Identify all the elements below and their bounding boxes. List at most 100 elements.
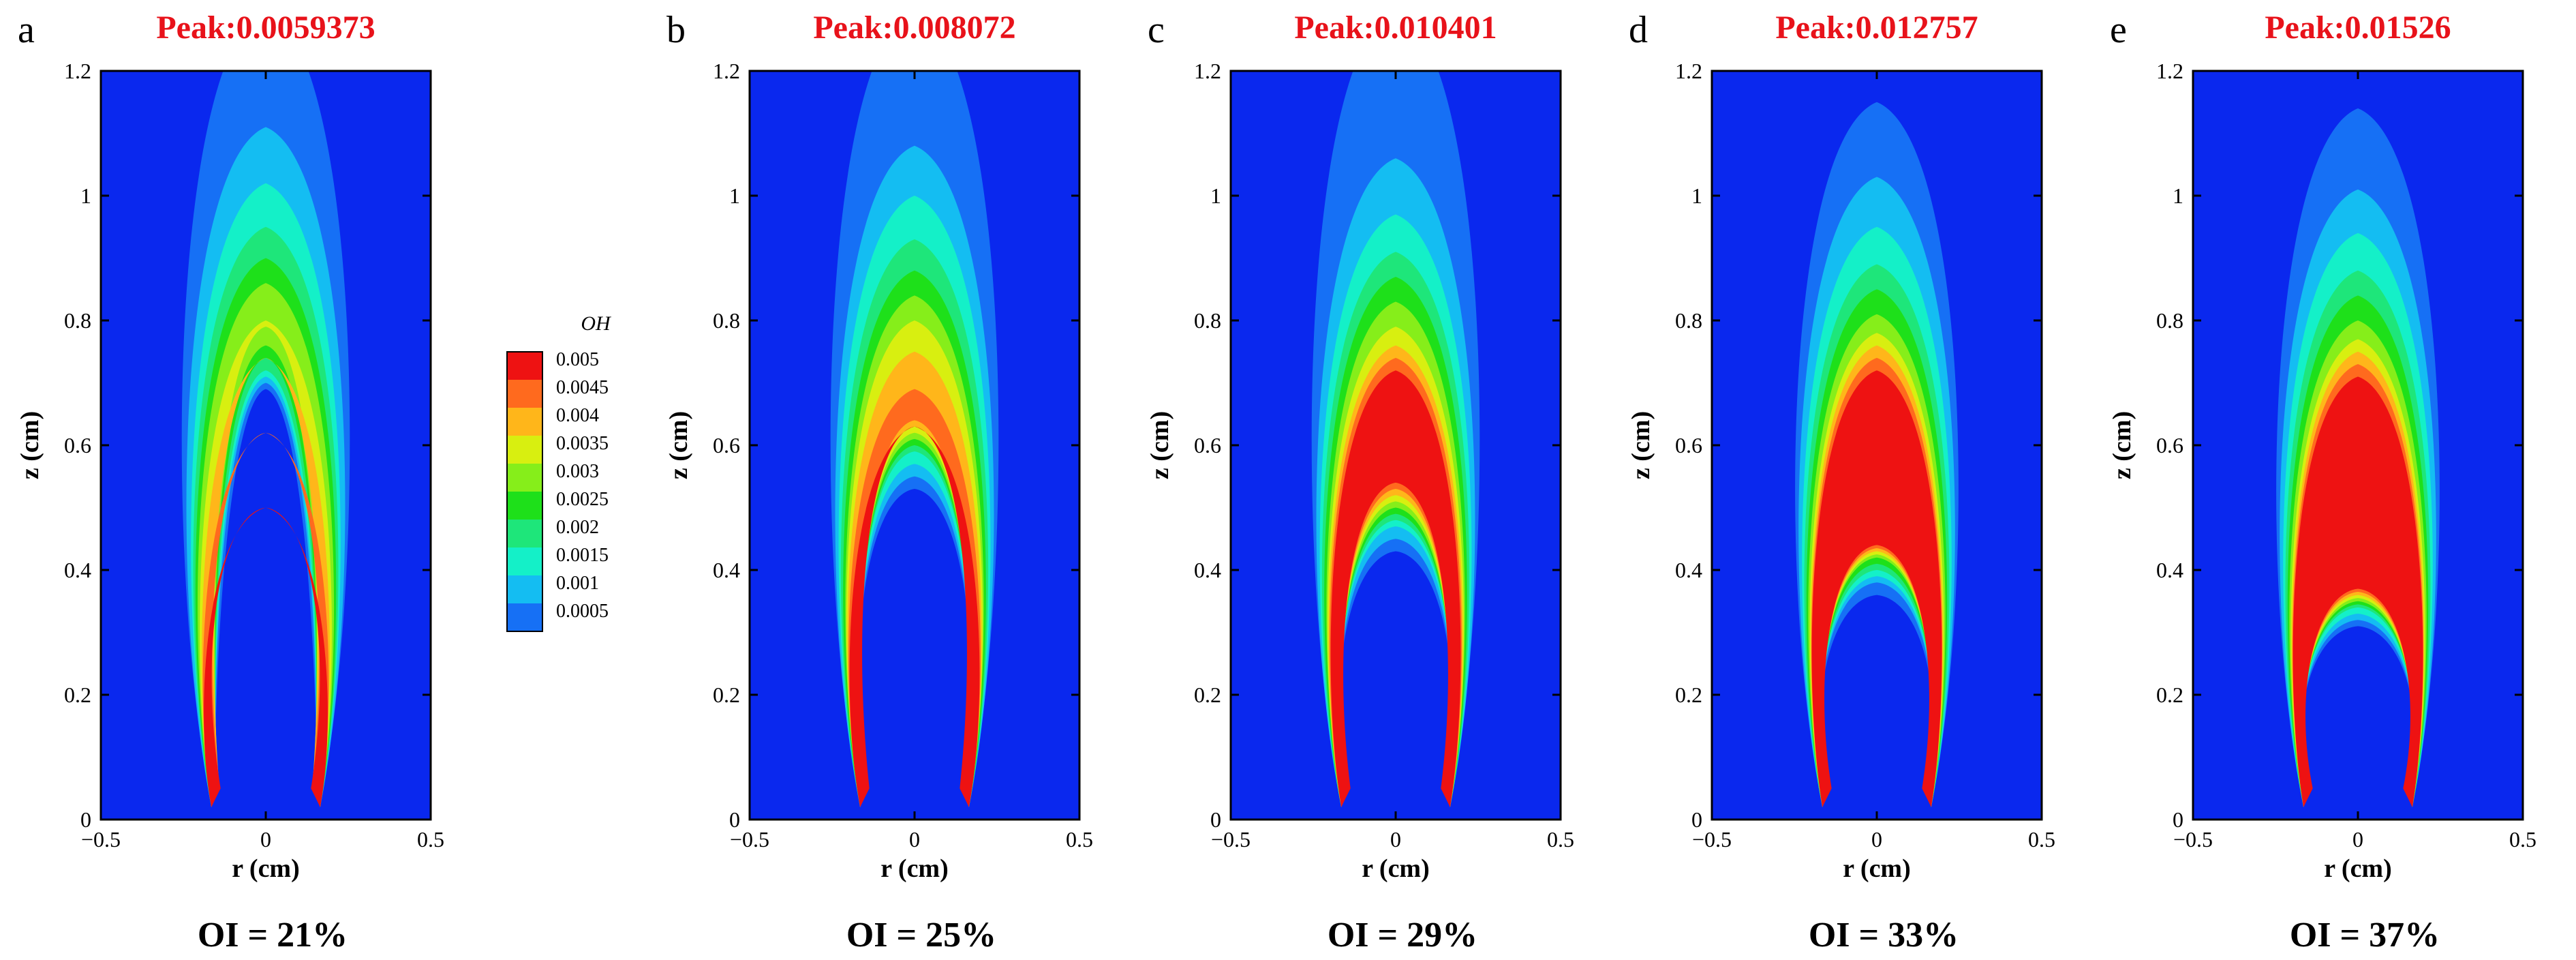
y-tick-label: 0.6 [2156, 433, 2183, 457]
y-tick-label: 0.6 [1675, 433, 1702, 457]
panel-label: a [18, 9, 35, 51]
panel-a: 00.20.40.60.811.2−0.5 0 0.5r (cm)z (cm)a Pe… [16, 9, 444, 955]
y-tick-label: 1 [729, 183, 740, 208]
x-tick-label: −0.5 [730, 827, 769, 852]
y-tick-label: 1.2 [1675, 59, 1702, 83]
oi-caption: OI = 29% [1328, 916, 1477, 955]
contour-field [2193, 71, 2523, 820]
y-tick-label: 1.2 [2156, 59, 2183, 83]
legend-level-label: 0.0025 [556, 489, 609, 510]
x-tick-label: 0 [260, 827, 271, 852]
y-tick-label: 0.4 [2156, 558, 2183, 582]
legend: OH 0.005 0.0045 0.004 0.0035 0.003 0.0025 0.002… [506, 312, 612, 632]
y-tick-label: 0.4 [1194, 558, 1221, 582]
oi-caption: OI = 21% [198, 916, 348, 955]
contour-band-0.005 [2293, 376, 2423, 807]
legend-level-label: 0.0005 [556, 601, 609, 622]
y-axis-label: z (cm) [2108, 411, 2136, 479]
legend-swatch [507, 380, 542, 408]
oi-caption: OI = 25% [846, 916, 996, 955]
legend-swatch [507, 436, 542, 464]
y-tick-label: 0.2 [1675, 682, 1702, 707]
legend-level-label: 0.001 [556, 573, 599, 594]
legend-level-label: 0.0045 [556, 377, 609, 398]
oi-caption: OI = 33% [1809, 916, 1959, 955]
panel-label: b [666, 9, 686, 51]
x-tick-label: 0 [2352, 827, 2363, 852]
x-axis-label: r (cm) [232, 854, 300, 883]
x-tick-label: −0.5 [1211, 827, 1251, 852]
peak-title: Peak:0.012757 [1775, 10, 1978, 46]
legend-level-label: 0.0035 [556, 433, 609, 454]
y-tick-label: 0.6 [713, 433, 740, 457]
legend-swatch [507, 575, 542, 603]
y-tick-label: 1.2 [64, 59, 91, 83]
panel-label: c [1148, 9, 1165, 51]
y-tick-label: 1 [80, 183, 91, 208]
contour-field [750, 71, 1079, 820]
y-tick-label: 0.6 [1194, 433, 1221, 457]
y-tick-label: 1.2 [713, 59, 740, 83]
y-tick-label: 0 [729, 807, 740, 832]
y-tick-label: 0.2 [64, 682, 91, 707]
contour-band-0.005 [204, 507, 328, 807]
contour-field [1712, 71, 2042, 820]
x-tick-label: 0.5 [1547, 827, 1574, 852]
y-tick-label: 0.4 [1675, 558, 1702, 582]
y-tick-label: 0.6 [64, 433, 91, 457]
x-tick-label: −0.5 [1692, 827, 1732, 852]
x-tick-label: 0 [1390, 827, 1401, 852]
legend-swatch [507, 520, 542, 548]
y-tick-label: 0.8 [713, 308, 740, 333]
y-tick-label: 0.2 [713, 682, 740, 707]
x-axis-label: r (cm) [1843, 854, 1911, 883]
x-axis-label: r (cm) [880, 854, 949, 883]
legend-title: OH [581, 312, 612, 335]
legend-swatch [507, 492, 542, 520]
legend-level-label: 0.0015 [556, 545, 609, 566]
y-tick-label: 0.2 [1194, 682, 1221, 707]
legend-level-label: 0.003 [556, 461, 599, 482]
y-tick-label: 1.2 [1194, 59, 1221, 83]
legend-swatch [507, 352, 542, 380]
legend-frame [506, 351, 543, 632]
y-axis-label: z (cm) [664, 411, 693, 479]
y-tick-label: 0 [1691, 807, 1702, 832]
y-tick-label: 0 [2173, 807, 2183, 832]
y-axis-label: z (cm) [1146, 411, 1174, 479]
peak-title: Peak:0.0059373 [156, 10, 375, 46]
x-axis-label: r (cm) [1362, 854, 1430, 883]
y-tick-label: 0.8 [2156, 308, 2183, 333]
x-tick-label: 0.5 [2028, 827, 2055, 852]
y-tick-label: 0.8 [1675, 308, 1702, 333]
legend-swatch [507, 603, 542, 631]
y-tick-label: 0 [1210, 807, 1221, 832]
oi-caption: OI = 37% [2290, 916, 2440, 955]
panel-label: e [2110, 9, 2127, 51]
legend-level-label: 0.005 [556, 349, 599, 370]
y-axis-label: z (cm) [16, 411, 44, 479]
contour-band-0.005 [1330, 370, 1461, 807]
x-tick-label: 0 [909, 827, 920, 852]
y-tick-label: 0 [80, 807, 91, 832]
legend-level-label: 0.002 [556, 517, 599, 538]
legend-swatch [507, 548, 542, 575]
y-tick-label: 0.8 [64, 308, 91, 333]
y-tick-label: 0.4 [713, 558, 740, 582]
x-tick-label: −0.5 [81, 827, 121, 852]
x-tick-label: 0 [1871, 827, 1882, 852]
contour-band-0.005 [849, 426, 980, 807]
panel-label: d [1629, 9, 1648, 51]
y-axis-label: z (cm) [1627, 411, 1655, 479]
x-tick-label: 0.5 [2509, 827, 2536, 852]
peak-title: Peak:0.008072 [813, 10, 1015, 46]
peak-title: Peak:0.010401 [1294, 10, 1497, 46]
contour-field [1231, 71, 1561, 820]
panel-d: 00.20.40.60.811.2−0.5 0 0.5r (cm)z (cm)d Pe… [1627, 9, 2055, 955]
panel-e: 00.20.40.60.811.2−0.5 0 0.5r (cm)z (cm)e Pe… [2108, 9, 2536, 955]
y-tick-label: 1 [1210, 183, 1221, 208]
y-tick-label: 1 [1691, 183, 1702, 208]
y-tick-label: 1 [2173, 183, 2183, 208]
legend-swatch [507, 464, 542, 492]
